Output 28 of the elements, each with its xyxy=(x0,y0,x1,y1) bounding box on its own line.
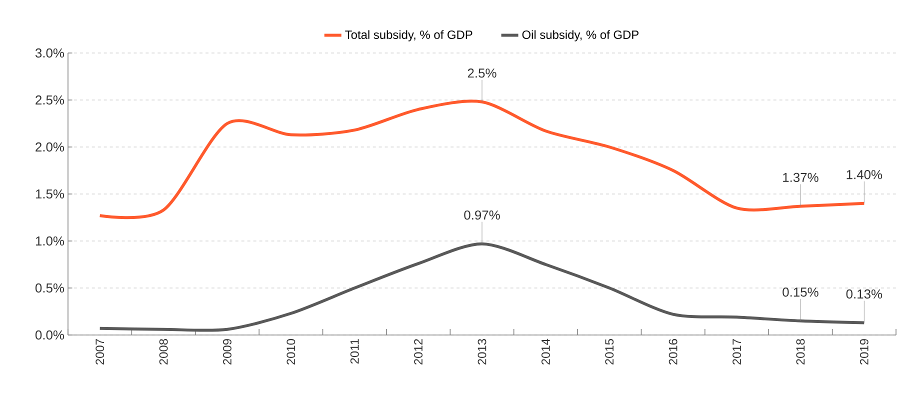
x-tick-label: 2011 xyxy=(350,339,359,364)
y-tick-label: 0.0% xyxy=(35,330,64,340)
x-tick-label: 2015 xyxy=(605,339,614,365)
data-label: 0.97% xyxy=(464,210,500,220)
x-tick-label: 2012 xyxy=(414,339,423,365)
x-tick-label: 2007 xyxy=(96,339,104,365)
data-label: 1.40% xyxy=(846,170,882,180)
legend-label: Oil subsidy, % of GDP xyxy=(522,30,638,42)
y-tick-label: 2.0% xyxy=(36,142,64,152)
data-label: 0.13% xyxy=(846,289,882,299)
y-tick-label: 0.5% xyxy=(35,283,64,293)
y-tick-label: 1.0% xyxy=(36,236,64,246)
x-tick-label: 2017 xyxy=(732,339,741,365)
data-label: 0.15% xyxy=(782,288,818,297)
data-label: 2.5% xyxy=(468,68,496,78)
x-tick-label: 2010 xyxy=(286,338,296,365)
x-tick-label: 2018 xyxy=(796,339,805,365)
y-tick-label: 3.0% xyxy=(35,48,64,58)
x-tick-label: 2013 xyxy=(478,339,486,365)
y-tick-label: 1.5% xyxy=(36,189,64,199)
data-label: 1.37% xyxy=(783,172,818,182)
x-tick-label: 2019 xyxy=(860,339,868,365)
x-tick-label: 2016 xyxy=(668,339,678,365)
x-tick-label: 2008 xyxy=(159,339,168,365)
x-tick-label: 2014 xyxy=(541,338,550,365)
legend-label: Total subsidy, % of GDP xyxy=(345,30,472,42)
x-tick-label: 2009 xyxy=(223,339,232,365)
y-tick-label: 2.5% xyxy=(36,95,64,105)
